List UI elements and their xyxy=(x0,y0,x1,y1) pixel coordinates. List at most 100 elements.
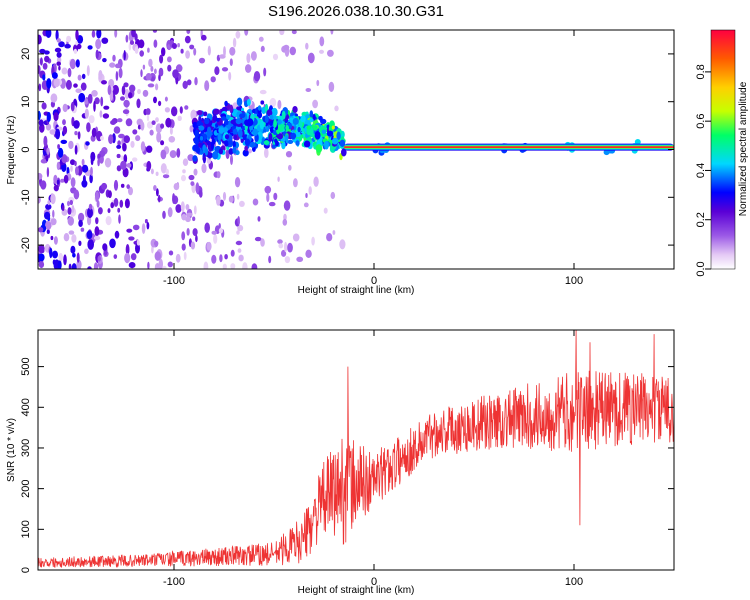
heatmap-cell xyxy=(71,263,77,269)
heatmap-cell xyxy=(158,67,164,76)
heatmap-cell xyxy=(285,134,289,144)
heatmap-cell xyxy=(156,131,162,143)
heatmap-cell xyxy=(77,131,81,140)
heatmap-cell xyxy=(63,254,67,266)
heatmap-cell xyxy=(90,157,94,166)
heatmap-cell xyxy=(253,71,261,82)
heatmap-cell xyxy=(162,265,167,269)
heatmap-cell xyxy=(104,157,112,168)
heatmap-cell xyxy=(87,266,92,269)
heatmap-cell xyxy=(44,211,51,220)
heatmap-cell xyxy=(103,105,110,110)
heatmap-cell xyxy=(63,174,69,184)
heatmap-cell xyxy=(221,67,229,72)
heatmap-cell xyxy=(278,243,284,249)
heatmap-cell xyxy=(40,158,48,164)
heatmap-cell xyxy=(148,58,153,68)
heatmap-cell xyxy=(134,46,139,54)
heatmap-cell xyxy=(70,159,76,166)
heatmap-cell xyxy=(245,64,252,73)
heatmap-cell xyxy=(113,179,119,191)
heatmap-cell xyxy=(239,113,245,118)
heatmap-cell xyxy=(293,178,298,188)
heatmap-cell xyxy=(151,76,155,82)
heatmap-cell xyxy=(204,80,210,92)
heatmap-cell xyxy=(55,128,61,140)
heatmap-cell xyxy=(309,118,314,123)
heatmap-cell xyxy=(167,56,172,63)
heatmap-cell xyxy=(60,178,65,183)
heatmap-cell xyxy=(107,84,112,96)
heatmap-cell xyxy=(58,41,65,48)
heatmap-cell xyxy=(99,110,103,118)
heatmap-cell xyxy=(235,118,242,125)
heatmap-cell xyxy=(269,121,273,126)
heatmap-cell xyxy=(38,34,42,45)
heatmap-cell xyxy=(120,160,127,170)
heatmap-cell xyxy=(275,140,279,147)
heatmap-cell xyxy=(70,165,73,172)
heatmap-cell xyxy=(101,80,107,85)
heatmap-cell xyxy=(291,30,297,35)
heatmap-cell xyxy=(237,129,243,138)
heatmap-cell xyxy=(184,105,189,110)
heatmap-cell xyxy=(80,82,87,91)
heatmap-cell xyxy=(273,119,277,128)
heatmap-cell xyxy=(192,155,198,162)
heatmap-cell xyxy=(236,106,242,111)
heatmap-cell xyxy=(139,50,144,57)
heatmap-cell xyxy=(160,140,165,146)
top-y-axis: -20 -10 0 10 20 xyxy=(20,48,674,253)
heatmap-cell xyxy=(315,144,323,153)
colorbar-gradient xyxy=(710,29,736,270)
heatmap-cell xyxy=(71,234,77,243)
heatmap-cell xyxy=(46,78,52,89)
heatmap-cell xyxy=(189,44,195,50)
heatmap-cell xyxy=(108,134,114,145)
y-tick-label: -20 xyxy=(20,237,32,253)
heatmap-cell xyxy=(279,30,285,36)
y-tick-label: 400 xyxy=(20,398,32,416)
heatmap-cell xyxy=(68,196,75,203)
heatmap-cell xyxy=(314,131,321,140)
heatmap-cell xyxy=(238,254,244,262)
heatmap-cell xyxy=(76,43,82,50)
colorbar-tick-label: 0.8 xyxy=(695,64,707,79)
heatmap-cell xyxy=(289,46,296,56)
heatmap-cell xyxy=(193,168,198,176)
heatmap-cell xyxy=(303,140,311,148)
heatmap-cell xyxy=(43,50,50,55)
heatmap-cell xyxy=(339,139,346,147)
heatmap-cell xyxy=(219,254,223,263)
heatmap-cell xyxy=(39,57,43,66)
heatmap-cell xyxy=(187,154,194,162)
heatmap-cell xyxy=(132,224,140,231)
heatmap-cell xyxy=(240,138,244,143)
heatmap-cell xyxy=(53,236,58,245)
heatmap-cell xyxy=(62,119,66,126)
heatmap-cell xyxy=(56,38,61,43)
heatmap-cell xyxy=(46,111,51,123)
y-tick-label: 100 xyxy=(20,520,32,538)
heatmap-cell xyxy=(67,67,72,78)
heatmap-cell xyxy=(142,64,146,70)
heatmap-cell xyxy=(97,158,100,167)
heatmap-cell xyxy=(60,139,68,144)
heatmap-cell xyxy=(160,163,167,174)
heatmap-cell xyxy=(98,207,103,215)
heatmap-cell xyxy=(192,228,198,237)
heatmap-cell xyxy=(210,142,214,150)
heatmap-cell xyxy=(264,185,272,194)
heatmap-cell xyxy=(124,252,131,264)
heatmap-cell xyxy=(121,85,126,96)
y-tick-label: 0 xyxy=(20,567,32,573)
heatmap-cell xyxy=(144,219,148,224)
heatmap-cell xyxy=(57,260,62,269)
heatmap-cell xyxy=(115,63,121,69)
heatmap-cell xyxy=(128,186,133,196)
heatmap-cell xyxy=(53,112,59,122)
heatmap-cell xyxy=(218,140,222,145)
heatmap-cell xyxy=(81,158,85,166)
heatmap-cell xyxy=(181,174,186,182)
